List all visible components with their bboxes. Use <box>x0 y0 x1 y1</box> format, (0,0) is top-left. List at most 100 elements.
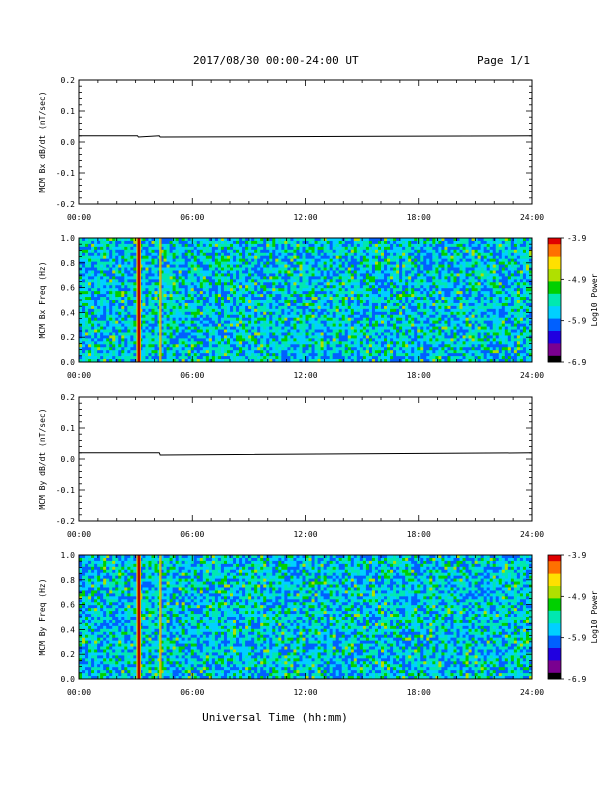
spectrogram-cell <box>205 335 210 339</box>
spectrogram-cell <box>411 329 415 333</box>
spectrogram-cell <box>130 320 134 325</box>
spectrogram-cell <box>365 314 370 319</box>
spectrogram-cell <box>226 282 231 286</box>
spectrogram-cell <box>426 329 430 333</box>
spectrogram-cell <box>429 255 433 260</box>
spectrogram-cell <box>190 297 195 301</box>
spectrogram-cell <box>223 359 228 363</box>
spectrogram-cell <box>320 252 325 257</box>
spectrogram-cell <box>142 353 146 357</box>
spectrogram-cell <box>160 300 164 304</box>
spectrogram-cell <box>233 285 237 289</box>
spectrogram-cell <box>329 261 334 265</box>
spectrogram-cell <box>130 255 134 260</box>
spectrogram-cell <box>402 243 406 248</box>
spectrogram-cell <box>217 338 222 342</box>
spectrogram-cell <box>79 255 83 260</box>
spectrogram-cell <box>335 240 340 245</box>
spectrogram-cell <box>202 314 207 319</box>
spectrogram-cell <box>411 314 415 319</box>
spectrogram-cell <box>317 326 321 330</box>
spectrogram-cell <box>205 311 210 316</box>
spectrogram-cell <box>293 332 297 336</box>
spectrogram-cell <box>118 308 122 313</box>
spectrogram-cell <box>242 341 246 345</box>
spectrogram-cell <box>284 264 288 268</box>
spectrogram-cell <box>233 282 237 286</box>
spectrogram-cell <box>287 246 291 251</box>
spectrogram-cell <box>124 297 128 301</box>
spectrogram-cell <box>308 344 312 348</box>
spectrogram-cell <box>305 335 309 339</box>
spectrogram-cell <box>178 267 183 271</box>
spectrogram-cell <box>82 276 86 280</box>
spectrogram-cell <box>226 302 231 307</box>
spectrogram-cell <box>417 291 421 295</box>
spectrogram-cell <box>145 300 149 304</box>
spectrogram-cell <box>381 243 385 248</box>
spectrogram-cell <box>199 270 204 274</box>
spectrogram-cell <box>142 261 146 265</box>
spectrogram-cell <box>245 294 249 298</box>
spectrogram-cell <box>166 264 170 268</box>
spectrogram-cell <box>85 258 89 263</box>
spectrogram-cell <box>317 300 321 304</box>
spectrogram-cell <box>287 329 291 333</box>
spectrogram-cell <box>245 282 249 286</box>
spectrogram-cell <box>417 332 421 336</box>
spectrogram-cell <box>103 314 107 319</box>
spectrogram-cell <box>408 302 412 307</box>
spectrogram-cell <box>220 273 225 277</box>
spectrogram-cell <box>311 305 315 310</box>
spectrogram-cell <box>320 353 325 357</box>
spectrogram-cell <box>248 267 252 271</box>
spectrogram-cell <box>130 323 134 327</box>
spectrogram-cell <box>350 320 355 325</box>
spectrogram-cell <box>166 332 170 336</box>
spectrogram-cell <box>211 270 216 274</box>
spectrogram-cell <box>326 264 331 268</box>
spectrogram-cell <box>124 294 128 298</box>
spectrogram-cell <box>374 341 379 345</box>
spectrogram-cell <box>293 359 297 363</box>
spectrogram-cell <box>365 282 370 286</box>
spectrogram-cell <box>151 243 155 248</box>
spectrogram-cell <box>257 302 261 307</box>
spectrogram-cell <box>239 258 243 263</box>
spectrogram-cell <box>160 252 164 257</box>
spectrogram-cell <box>287 332 291 336</box>
spectrogram-cell <box>308 279 312 283</box>
spectrogram-cell <box>196 347 201 351</box>
spectrogram-cell <box>160 282 164 286</box>
spectrogram-cell <box>88 246 92 251</box>
spectrogram-cell <box>187 323 192 327</box>
spectrogram-cell <box>178 282 183 286</box>
spectrogram-cell <box>97 243 101 248</box>
spectrogram-cell <box>166 317 170 322</box>
spectrogram-cell <box>118 332 122 336</box>
spectrogram-cell <box>308 267 312 271</box>
spectrogram-cell <box>362 285 367 289</box>
spectrogram-cell <box>151 297 155 301</box>
spectrogram-cell <box>344 282 349 286</box>
spectrogram-cell <box>420 335 424 339</box>
spectrogram-cell <box>148 326 152 330</box>
spectrogram-cell <box>214 335 219 339</box>
spectrogram-cell <box>254 294 258 298</box>
spectrogram-cell <box>94 332 98 336</box>
spectrogram-cell <box>242 338 246 342</box>
spectrogram-cell <box>423 359 427 363</box>
spectrogram-cell <box>211 300 216 304</box>
spectrogram-cell <box>121 288 125 292</box>
spectrogram-cell <box>91 297 95 301</box>
spectrogram-cell <box>278 323 282 327</box>
spectrogram-cell <box>302 279 306 283</box>
spectrogram-cell <box>148 291 152 295</box>
spectrogram-cell <box>254 243 258 248</box>
spectrogram-cell <box>278 243 282 248</box>
spectrogram-cell <box>208 273 213 277</box>
spectrogram-cell <box>133 329 137 333</box>
spectrogram-cell <box>166 305 170 310</box>
spectrogram-cell <box>88 300 92 304</box>
spectrogram-cell <box>390 238 394 242</box>
